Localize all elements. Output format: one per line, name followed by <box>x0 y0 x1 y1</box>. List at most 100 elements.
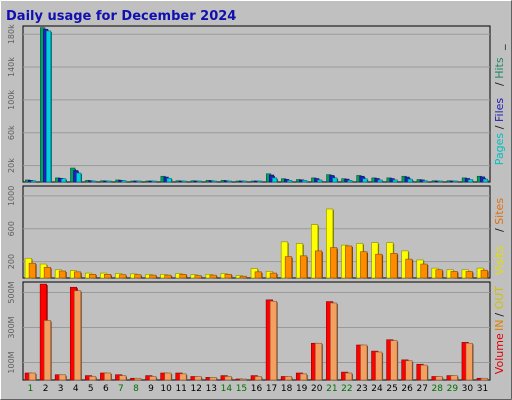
visits-legend-item: Sites <box>493 198 506 225</box>
x-tick-label: 11 <box>175 384 186 394</box>
hits-legend-item: Pages <box>493 133 506 166</box>
x-tick-label: 26 <box>401 384 413 394</box>
volume-tick-label: 100M <box>7 351 16 373</box>
visits-bar-sites <box>58 270 67 279</box>
hits-bar-pages <box>30 180 37 183</box>
volume-bar-out <box>224 376 232 381</box>
volume-bar-out <box>104 372 112 381</box>
hits-bar-pages <box>302 180 308 183</box>
visits-legend-item: Visits <box>493 246 506 275</box>
visits-bar-sites <box>239 275 247 279</box>
hits-bar-pages <box>317 179 323 183</box>
visits-bar-sites <box>480 269 488 279</box>
visits-bar-sites <box>134 274 142 279</box>
volume-bar-out <box>194 376 202 381</box>
visits-bar-sites <box>405 258 413 279</box>
x-tick-label: 20 <box>311 384 323 394</box>
hits-tick-label: 180k <box>7 24 16 44</box>
visits-bar-sites <box>43 267 51 279</box>
chart-panels: 20k 60k 100k 140k 180k Pages / Files / Hits _ 200 60… <box>7 24 506 381</box>
x-tick-label: 10 <box>160 384 172 394</box>
volume-bar-out <box>73 290 82 381</box>
hits-tick-label: 100k <box>7 90 16 110</box>
hits-bar-pages <box>166 178 172 183</box>
volume-tick-label: 500M <box>7 281 16 303</box>
visits-bar-sites <box>179 274 187 279</box>
x-tick-label: 6 <box>103 384 109 394</box>
hits-bar-pages <box>91 180 97 183</box>
volume-bar-out <box>480 377 488 381</box>
x-tick-label: 17 <box>266 384 277 394</box>
volume-bar-out <box>405 360 413 381</box>
visits-tick-label: 600 <box>7 221 16 236</box>
visits-bar-sites <box>420 263 428 279</box>
panel-volume: 100M 300M 500M Volume IN / OUT <box>7 281 506 381</box>
volume-bar-out <box>360 344 368 381</box>
hits-bar-pages <box>272 177 278 183</box>
volume-bar-out <box>239 378 247 381</box>
hits-bar-pages <box>407 178 413 183</box>
x-tick-label: 21 <box>326 384 337 394</box>
x-tick-label: 13 <box>206 384 217 394</box>
hits-bar-pages <box>467 179 473 183</box>
x-tick-label: 23 <box>356 384 367 394</box>
x-tick-label: 14 <box>221 384 233 394</box>
volume-bar-out <box>299 373 308 381</box>
volume-bar-out <box>43 320 51 381</box>
hits-bar-pages <box>151 180 157 183</box>
hits-bar-pages <box>256 180 263 183</box>
hits-tick-label: 60k <box>7 125 16 140</box>
visits-bar-sites <box>315 250 323 279</box>
hits-bar-pages <box>392 179 398 183</box>
hits-bar-pages <box>46 30 52 183</box>
hits-bar-pages <box>226 180 232 183</box>
volume-bar-out <box>420 364 428 381</box>
x-tick-label: 18 <box>281 384 293 394</box>
volume-bar-out <box>450 375 458 381</box>
volume-bar-out <box>330 302 338 381</box>
hits-bar-pages <box>437 180 443 183</box>
volume-bar-out <box>254 376 262 381</box>
x-tick-label: 1 <box>28 384 34 394</box>
visits-bar-sites <box>450 271 458 279</box>
chart-title: Daily usage for December 2024 <box>6 9 236 24</box>
visits-legend: Visits / Sites <box>493 198 506 276</box>
visits-bar-sites <box>104 274 112 279</box>
volume-legend-item: Volume <box>493 333 506 374</box>
visits-bar-sites <box>209 274 217 279</box>
x-tick-label: 4 <box>73 384 79 394</box>
x-tick-label: 16 <box>251 384 263 394</box>
panel-visits: 200 600 1000 Visits / Sites <box>7 185 506 279</box>
hits-bar-pages <box>332 177 338 183</box>
visits-bar-sites <box>73 271 82 279</box>
hits-bar-pages <box>61 178 67 183</box>
hits-bar-pages <box>181 180 187 183</box>
visits-bar-sites <box>435 269 443 279</box>
hits-bar-pages <box>482 178 489 183</box>
x-axis: 1 2 3 4 5 6 7 8 9 10 11 12 13 14 15 16 17 18 19 20 21 22 23 24 2… <box>28 384 489 394</box>
volume-legend-item: / <box>493 313 506 317</box>
hits-bar-pages <box>241 180 247 183</box>
visits-bar-sites <box>375 253 383 279</box>
hits-bar-pages <box>377 179 383 183</box>
x-tick-label: 7 <box>118 384 124 394</box>
visits-bar-sites <box>284 256 292 279</box>
hits-legend-item: Files <box>493 98 506 122</box>
visits-bar-sites <box>330 247 338 279</box>
x-tick-label: 9 <box>148 384 154 394</box>
hits-plot-area <box>22 25 491 183</box>
visits-tick-label: 1000 <box>7 186 16 206</box>
hits-bar-pages <box>362 178 368 183</box>
visits-bar-sites <box>119 274 127 279</box>
visits-bar-sites <box>465 271 473 279</box>
x-tick-label: 24 <box>371 384 383 394</box>
volume-bar-out <box>179 373 187 381</box>
volume-bar-out <box>315 342 323 381</box>
visits-bar-sites <box>390 253 398 279</box>
visits-bar-sites <box>360 251 368 279</box>
visits-tick-label: 200 <box>7 254 16 269</box>
x-tick-label: 19 <box>296 384 308 394</box>
x-tick-label: 3 <box>58 384 64 394</box>
hits-bar-pages <box>287 180 293 183</box>
visits-bar-sites <box>149 274 157 279</box>
